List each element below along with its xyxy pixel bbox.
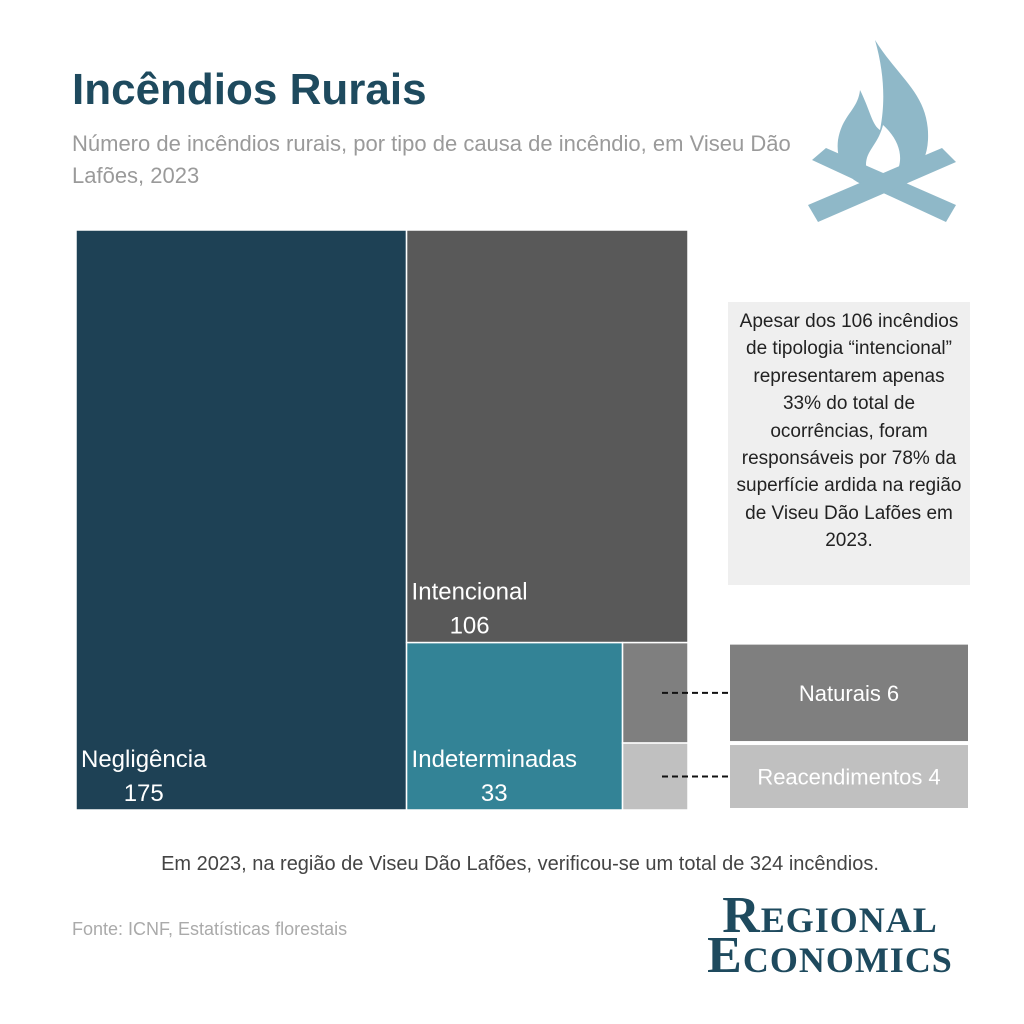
value-label: 6 — [887, 681, 899, 706]
tile-label: Intencional — [412, 579, 528, 606]
source: Fonte: ICNF, Estatísticas florestais — [72, 919, 347, 939]
fire-icon — [808, 40, 956, 222]
tile-label: Negligência — [81, 746, 207, 773]
tile — [621, 742, 689, 811]
callout-name: Naturais — [799, 681, 881, 706]
callout-label: Naturais 6 — [799, 681, 899, 706]
brand: Regional — [722, 887, 938, 944]
callout-name: Reacendimentos — [757, 765, 922, 790]
value-label: 175 — [124, 780, 164, 807]
annotation: Apesar dos 106 incêndios de tipologia “i… — [728, 302, 970, 585]
treemap: Negligência 175 Intencional 106 Indeterminad… — [75, 229, 968, 811]
chart-title: Incêndios Rurais — [72, 65, 427, 114]
note: Em 2023, na região de Viseu Dão Lafões, … — [161, 853, 879, 875]
callout-box — [730, 644, 968, 742]
subtitle: Número de incêndios rurais, por tipo de … — [72, 131, 791, 188]
callout-label: Reacendimentos 4 — [757, 765, 940, 790]
tile-label: Indeterminadas — [412, 746, 577, 773]
tile — [405, 641, 624, 811]
value-label: 4 — [928, 765, 940, 790]
callout-box — [730, 745, 968, 808]
brand: Economics — [707, 927, 953, 984]
tile — [75, 229, 408, 811]
value-label: 106 — [450, 613, 490, 640]
tile — [621, 641, 689, 744]
value-label: 33 — [481, 780, 508, 807]
